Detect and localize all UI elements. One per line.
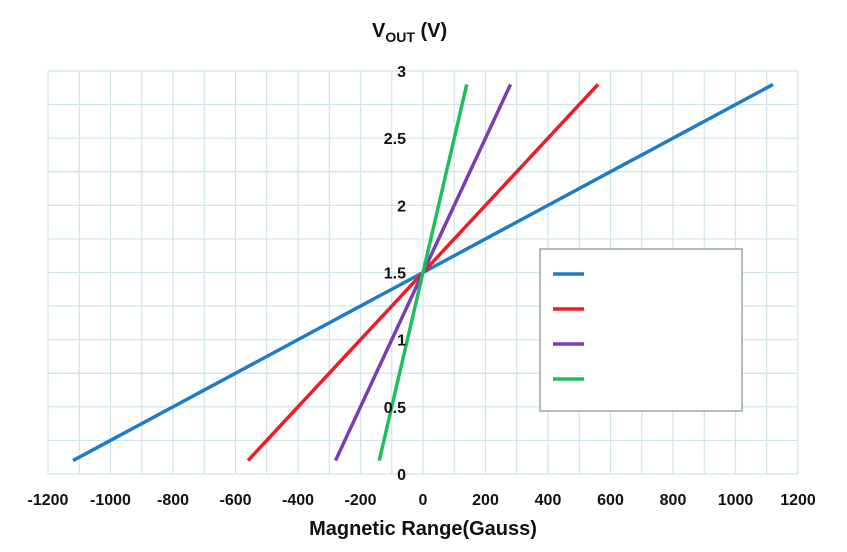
x-tick-label: 800 <box>660 492 687 509</box>
x-tick-label: 0 <box>419 492 428 509</box>
series-group <box>72 82 774 463</box>
x-tick-label: -1000 <box>90 492 131 509</box>
y-axis-title: VOUT (V) <box>372 20 447 45</box>
y-axis-title-main: V <box>372 20 386 42</box>
y-axis-title-sub: OUT <box>385 29 415 45</box>
x-axis-title: Magnetic Range(Gauss) <box>309 518 537 540</box>
legend-box <box>539 248 743 412</box>
y-axis-title-unit: (V) <box>415 20 447 42</box>
series-line-4 <box>377 84 469 461</box>
legend <box>539 248 743 412</box>
x-tick-label: -600 <box>219 492 251 509</box>
y-tick-label: 3 <box>397 64 406 81</box>
x-tick-label: -800 <box>157 492 189 509</box>
x-tick-label: 200 <box>472 492 499 509</box>
y-tick-label: 1.5 <box>384 266 406 283</box>
x-tick-label: 600 <box>597 492 624 509</box>
y-tick-label: 1 <box>397 333 406 350</box>
x-tick-label: -400 <box>282 492 314 509</box>
x-tick-label: 1200 <box>780 492 816 509</box>
y-tick-label: 2 <box>397 198 406 215</box>
y-tick-label: 2.5 <box>384 131 406 148</box>
y-tick-label: 0 <box>397 467 406 484</box>
x-tick-label: -1200 <box>28 492 69 509</box>
x-tick-label: 1000 <box>718 492 754 509</box>
x-tick-labels: -1200 -1000 -800 -600 -400 -200 0 200 400 600 800 1… <box>28 492 816 509</box>
y-tick-labels: 0 0.5 1 1.5 2 2.5 3 <box>384 64 406 484</box>
x-tick-label: 400 <box>535 492 562 509</box>
x-tick-label: -200 <box>344 492 376 509</box>
y-tick-label: 0.5 <box>384 400 406 417</box>
